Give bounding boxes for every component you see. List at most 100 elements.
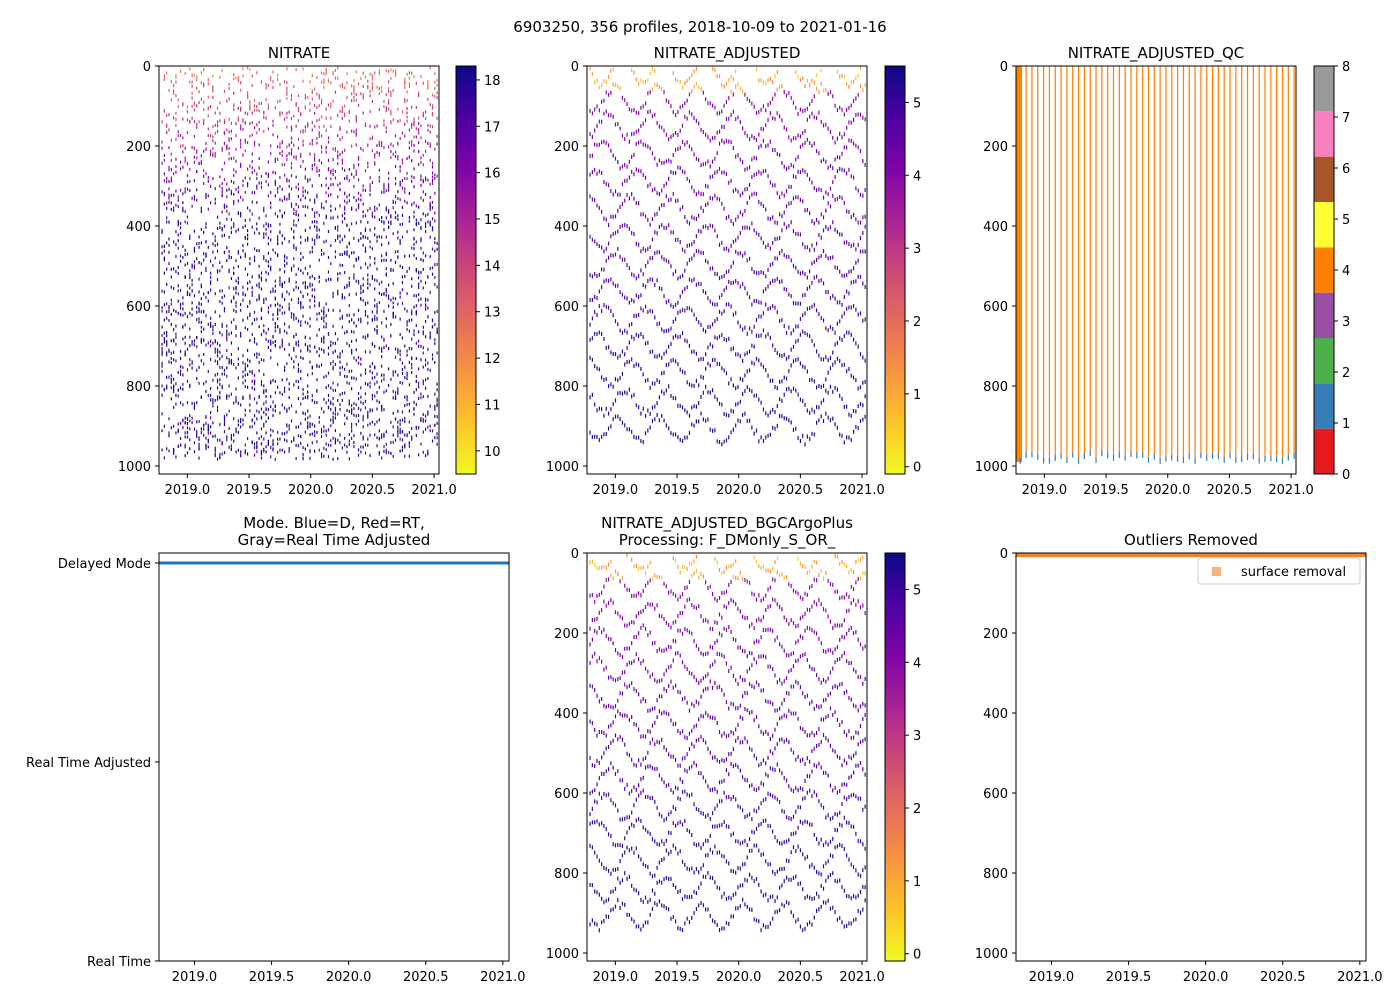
x-tick-label: 2020.0 [716, 970, 762, 985]
x-tick-label: 2020.5 [1207, 483, 1253, 498]
y-tick-label: 800 [126, 380, 151, 395]
qc-column [1130, 66, 1132, 451]
qc-column [1019, 66, 1021, 458]
qc-column [1276, 66, 1278, 457]
colorbar-tick-label: 5 [913, 96, 921, 111]
subplot-title: NITRATE_ADJUSTED_BGCArgoPlus [601, 514, 853, 533]
colorbar-tick-label: 7 [1342, 111, 1350, 126]
y-tick-label: 400 [554, 220, 579, 235]
qc-column-tail [1101, 450, 1103, 457]
profile-texture [589, 66, 866, 447]
qc-column [1258, 66, 1260, 458]
colorbar-tick-label: 15 [484, 213, 501, 228]
x-tick-label: 2021.0 [411, 483, 457, 498]
qc-column-tail [1025, 452, 1027, 459]
x-tick-label: 2019.0 [1022, 483, 1068, 498]
y-tick-label: 1000 [118, 460, 151, 475]
qc-column [1241, 66, 1243, 456]
colorbar-tick-label: 5 [1342, 213, 1350, 228]
qc-column-tail [1177, 455, 1179, 462]
qc-column-tail [1217, 453, 1219, 460]
qc-column-tail [1252, 453, 1254, 460]
axes-frame [158, 65, 440, 475]
qc-column-tail [1118, 452, 1120, 459]
axes-frame [1015, 552, 1367, 962]
x-tick-label: 2019.5 [249, 970, 295, 985]
y-tick-label: 600 [126, 300, 151, 315]
qc-column-tail [1165, 455, 1167, 462]
colorbar-segment [1314, 247, 1334, 293]
qc-column [1043, 66, 1045, 458]
x-tick-label: 2019.5 [226, 483, 272, 498]
colorbar-tick-label: 12 [484, 352, 501, 367]
qc-column-tail [1281, 457, 1284, 464]
qc-column [1293, 66, 1295, 453]
qc-column-tail [1159, 457, 1161, 464]
y-tick-label: 800 [983, 867, 1008, 882]
colorbar-tick-label: 10 [484, 445, 501, 460]
x-tick-label: 2021.0 [1337, 970, 1383, 985]
qc-column-tail [1270, 455, 1272, 462]
qc-column [1054, 66, 1056, 455]
colorbar-tick-label: 2 [913, 315, 921, 330]
subplot-nitrate-adjusted: 2019.0 2019.5 2020.0 2020.5 2021.0 0 200 400 600… [546, 44, 921, 498]
x-tick-label: 2021.0 [839, 483, 885, 498]
qc-column [1118, 66, 1120, 453]
y-tick-label: Real Time Adjusted [26, 756, 151, 771]
qc-column [1217, 66, 1219, 454]
subplot-title: Mode. Blue=D, Red=RT, [243, 514, 425, 532]
y-tick-label: Delayed Mode [58, 557, 151, 572]
qc-column [1083, 66, 1085, 454]
colorbar-tick-label: 18 [484, 74, 501, 89]
colorbar-tick-label: 17 [484, 120, 501, 135]
qc-column [1153, 66, 1155, 454]
x-tick-label: 2019.0 [1029, 970, 1075, 985]
subplot-nitrate-adjusted-qc: 2019.0 2019.5 2020.0 2020.5 2021.0 0 200 400 600… [975, 44, 1350, 498]
qc-column [1101, 66, 1103, 451]
qc-column-tail [1060, 452, 1062, 459]
qc-column [1124, 66, 1126, 455]
y-tick-label: 1000 [546, 460, 579, 475]
x-tick-label: 2019.0 [172, 970, 218, 985]
qc-column [1177, 66, 1179, 456]
y-tick-label: 200 [126, 140, 151, 155]
qc-column-tail [1171, 454, 1173, 461]
qc-column [1206, 66, 1208, 455]
profile-texture [161, 66, 438, 461]
surface-removal-band [1016, 553, 1366, 557]
colorbar-tick-label: 5 [913, 583, 921, 598]
y-tick-label: 0 [143, 60, 151, 75]
qc-column [1188, 66, 1190, 454]
colorbar-tick-label: 0 [913, 461, 921, 476]
qc-column-tail [1153, 453, 1155, 460]
qc-column-tail [1124, 454, 1126, 461]
y-tick-label: 1000 [546, 947, 579, 962]
colorbar-frame [455, 65, 477, 475]
figure-suptitle: 6903250, 356 profiles, 2018-10-09 to 202… [513, 18, 886, 36]
legend-marker [1212, 567, 1221, 576]
qc-column [1229, 66, 1231, 453]
x-tick-label: 2019.5 [1106, 970, 1152, 985]
colorbar-tick-label: 4 [913, 169, 921, 184]
axes-frame [586, 65, 868, 475]
qc-column [1072, 66, 1074, 452]
subplots: 2019.0 2019.5 2020.0 2020.5 2021.0 0 200 400 600… [26, 44, 1383, 985]
qc-column [1270, 66, 1272, 456]
x-tick-label: 2021.0 [480, 970, 526, 985]
qc-column-tail [1293, 452, 1295, 459]
qc-column [1287, 66, 1289, 455]
x-tick-label: 2020.0 [326, 970, 372, 985]
qc-column-tail [1130, 450, 1132, 457]
colorbar-tick-label: 3 [913, 729, 921, 744]
y-tick-label: 800 [983, 380, 1008, 395]
subplot-title: NITRATE_ADJUSTED_QC [1068, 44, 1245, 63]
y-tick-label: 600 [554, 787, 579, 802]
qc-column-tail [1142, 451, 1144, 458]
colorbar-segment [1314, 66, 1334, 112]
qc-column-tail [1241, 455, 1243, 462]
qc-column [1060, 66, 1062, 453]
colorbar-segment [1314, 292, 1334, 338]
axes-frame [158, 552, 510, 962]
qc-column-tail [1066, 457, 1068, 464]
qc-column-tail [1019, 457, 1021, 464]
